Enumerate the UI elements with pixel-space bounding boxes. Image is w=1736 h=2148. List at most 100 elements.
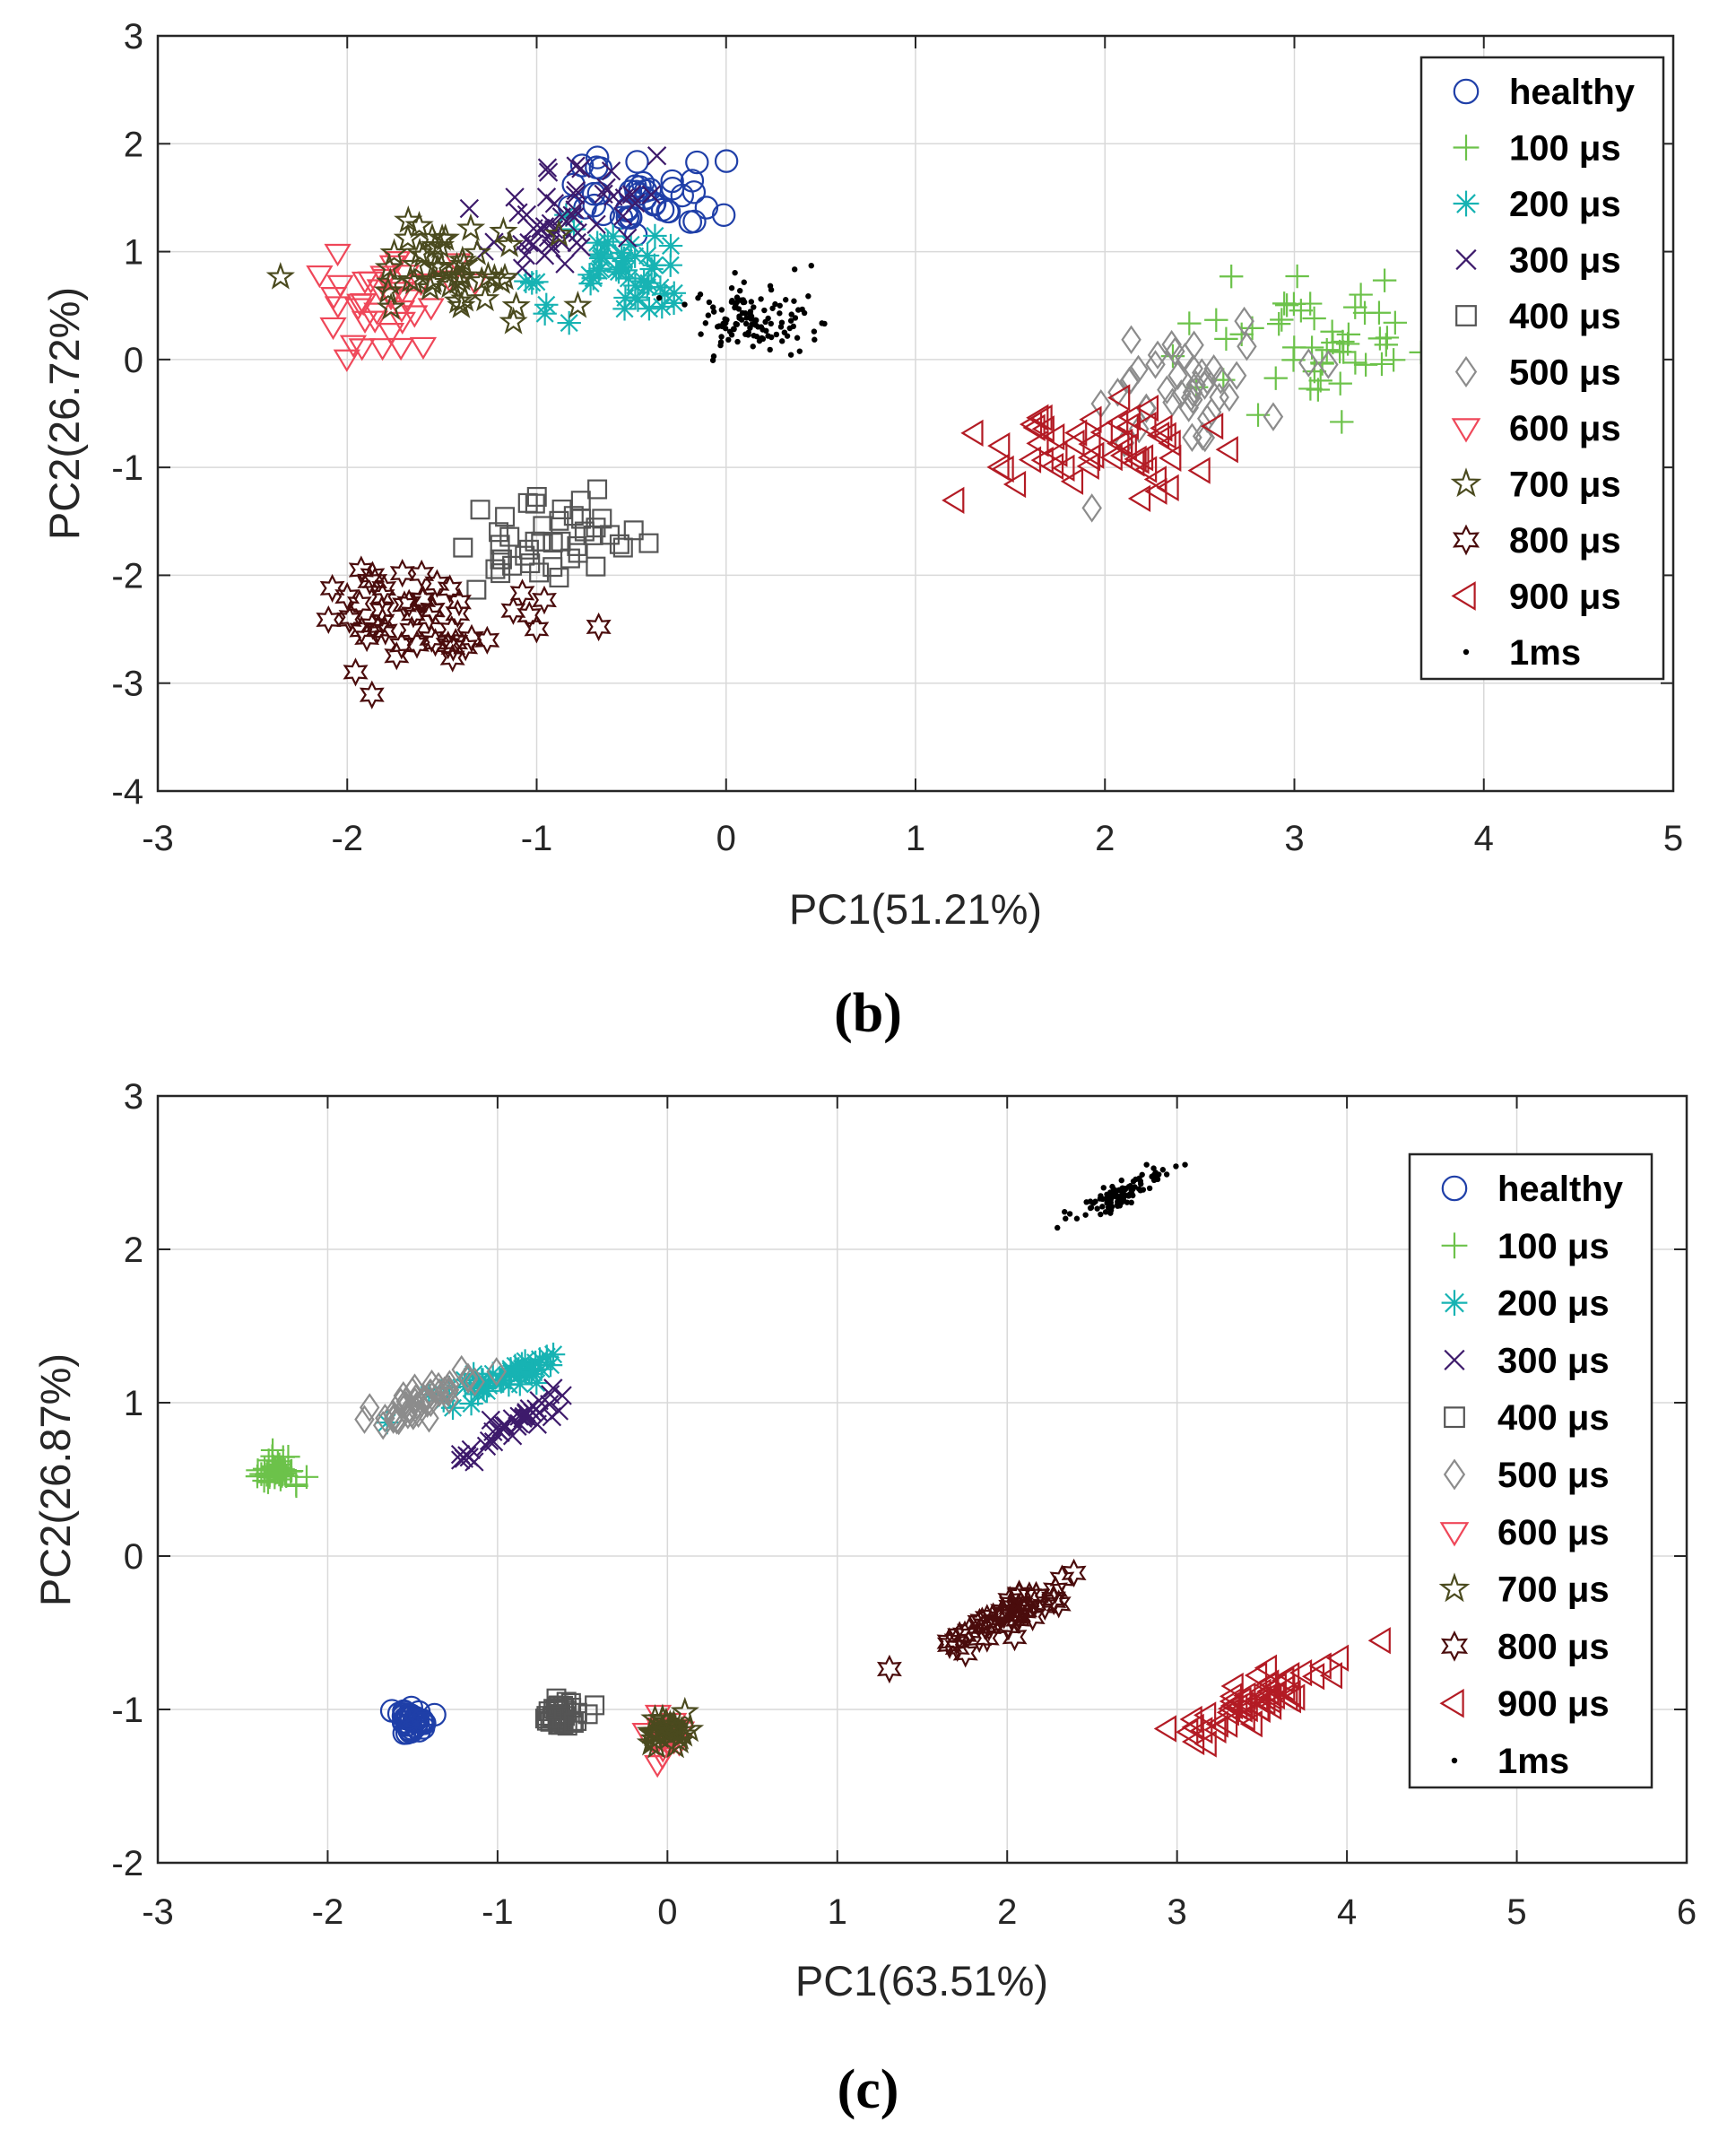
- data-point: [542, 557, 563, 578]
- data-point: [1165, 336, 1185, 367]
- data-point: [1106, 408, 1129, 437]
- series-700-μs: [636, 1696, 705, 1759]
- data-point: [1127, 484, 1151, 512]
- y-axis-label: PC2(26.87%): [31, 1353, 79, 1606]
- data-point: [1128, 1199, 1134, 1206]
- data-point: [1266, 311, 1291, 336]
- legend-marker: [1453, 190, 1480, 217]
- data-point: [743, 315, 750, 321]
- data-point: [549, 510, 569, 531]
- data-point: [457, 1362, 479, 1392]
- data-point: [348, 338, 376, 361]
- data-point: [587, 479, 608, 500]
- data-point: [404, 630, 430, 659]
- data-point: [710, 353, 717, 360]
- data-point: [660, 169, 684, 194]
- data-point: [767, 346, 773, 353]
- data-point: [1100, 1185, 1107, 1191]
- data-point: [742, 310, 749, 317]
- data-point: [799, 306, 805, 313]
- data-point: [1343, 351, 1367, 375]
- data-point: [717, 339, 725, 345]
- data-point: [1066, 1211, 1073, 1217]
- data-point: [987, 431, 1011, 460]
- data-point: [1248, 1678, 1272, 1706]
- data-point: [1064, 419, 1088, 447]
- legend-label: 1ms: [1509, 633, 1581, 673]
- data-point: [596, 178, 616, 198]
- legend-marker: [1444, 1406, 1465, 1429]
- legend-marker: [1440, 1631, 1469, 1662]
- data-point: [821, 320, 828, 327]
- data-point: [1123, 1186, 1129, 1192]
- data-point: [497, 1372, 521, 1397]
- data-point: [1150, 414, 1173, 442]
- data-point: [710, 304, 716, 310]
- data-point: [612, 537, 633, 558]
- data-point: [543, 1378, 563, 1398]
- data-point: [1162, 387, 1183, 417]
- data-point: [1153, 1715, 1176, 1743]
- data-point: [1120, 1196, 1126, 1204]
- data-point: [484, 232, 504, 252]
- data-point: [369, 596, 395, 625]
- y-tick-label: 0: [124, 1537, 143, 1577]
- data-point: [631, 269, 656, 293]
- data-point: [365, 614, 391, 644]
- data-point: [739, 317, 745, 323]
- data-point: [509, 578, 535, 608]
- data-point: [1225, 1692, 1248, 1721]
- data-point: [396, 588, 422, 618]
- y-tick-label: -2: [111, 556, 143, 596]
- legend-label: 600 μs: [1497, 1513, 1610, 1552]
- data-point: [417, 298, 445, 321]
- data-point: [1349, 283, 1373, 307]
- data-point: [586, 517, 606, 538]
- data-point: [618, 228, 638, 248]
- legend-label: 1ms: [1497, 1742, 1569, 1781]
- data-point: [1018, 446, 1042, 474]
- data-point: [1277, 1661, 1300, 1690]
- data-point: [1244, 1661, 1268, 1690]
- series-healthy: [379, 1695, 447, 1745]
- data-point: [424, 569, 450, 598]
- data-point: [1179, 1705, 1202, 1734]
- legend: healthy 100 μs 200 μs 300 μs 400 μs 500 μs 600…: [1419, 56, 1665, 681]
- data-point: [1117, 404, 1141, 431]
- data-point: [351, 310, 379, 334]
- data-point: [1177, 311, 1202, 335]
- data-point: [397, 1400, 419, 1430]
- data-point: [1247, 1695, 1271, 1724]
- data-point: [1088, 1204, 1095, 1211]
- data-point: [619, 232, 643, 257]
- data-point: [635, 243, 660, 268]
- data-point: [1026, 404, 1049, 431]
- data-point: [658, 253, 682, 277]
- data-point: [1159, 1167, 1167, 1173]
- data-point: [400, 599, 426, 629]
- data-point: [758, 296, 764, 302]
- data-point: [585, 230, 610, 255]
- data-point: [1289, 299, 1314, 323]
- data-point: [705, 312, 712, 318]
- data-point: [777, 310, 783, 317]
- data-point: [698, 331, 704, 337]
- data-point: [1139, 1171, 1145, 1178]
- data-markers: [245, 1161, 1391, 1778]
- data-point: [650, 294, 674, 319]
- data-point: [656, 199, 681, 224]
- data-point: [1136, 1186, 1142, 1192]
- data-point: [495, 507, 516, 527]
- data-point: [1114, 433, 1137, 461]
- data-point: [508, 203, 528, 222]
- data-point: [1079, 405, 1102, 433]
- data-point: [574, 521, 595, 542]
- data-point: [387, 282, 416, 305]
- data-point: [1076, 452, 1099, 480]
- data-point: [268, 1465, 293, 1489]
- data-point: [735, 306, 742, 312]
- x-tick-label: 3: [1284, 819, 1304, 858]
- series-800-μs: [876, 1558, 1087, 1684]
- data-point: [998, 1592, 1024, 1622]
- data-point: [748, 316, 754, 322]
